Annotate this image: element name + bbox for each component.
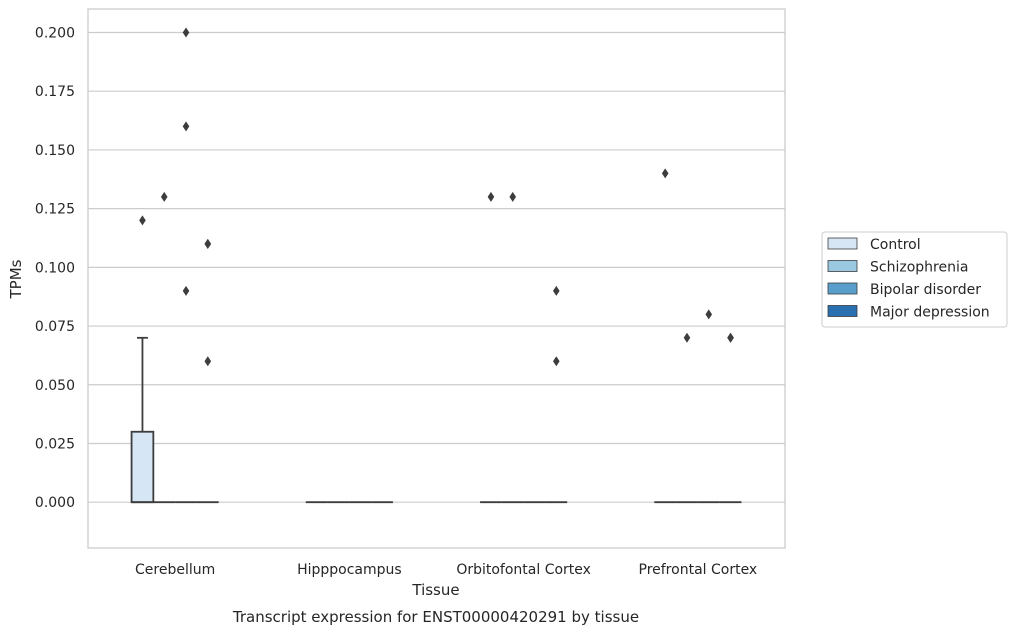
y-axis-title: TPMs — [7, 259, 25, 299]
x-tick-labels: Cerebellum Hipppocampus Orbitofontal Corte… — [135, 562, 757, 578]
outlier-point — [487, 191, 495, 202]
outlier-point — [182, 285, 190, 296]
outlier-point — [204, 356, 212, 367]
legend-entry: Control — [827, 237, 921, 253]
outlier-point — [552, 356, 560, 367]
y-tick-label: 0.025 — [35, 436, 75, 452]
outlier-point — [182, 121, 190, 132]
legend-swatch — [827, 305, 858, 317]
y-tick-label: 0.000 — [35, 495, 75, 511]
legend-swatch — [827, 260, 858, 272]
legend-frame — [821, 231, 1008, 328]
outlier-point — [139, 215, 146, 226]
outlier-point — [552, 285, 560, 296]
plot-frame — [87, 8, 786, 549]
x-tick-label: Prefrontal Cortex — [639, 562, 758, 578]
grid-lines — [88, 31, 785, 503]
y-tick-label: 0.100 — [35, 260, 75, 276]
y-tick-label: 0.075 — [35, 319, 75, 335]
x-tick-label: Hipppocampus — [297, 562, 402, 578]
box-body — [130, 430, 155, 504]
outlier-point — [705, 309, 713, 320]
legend-label: Schizophrenia — [870, 260, 968, 276]
legend-label: Major depression — [870, 305, 990, 321]
box-layer — [130, 336, 742, 504]
outlier-point — [727, 332, 734, 343]
y-tick-label: 0.050 — [35, 378, 75, 394]
outlier-point — [182, 27, 190, 38]
outlier-point — [160, 191, 168, 202]
x-axis-title: Tissue — [411, 581, 459, 599]
legend-entry: Bipolar disorder — [827, 282, 981, 298]
x-tick-label: Orbitofontal Cortex — [456, 562, 591, 578]
outlier-point — [204, 238, 212, 249]
legend-label: Bipolar disorder — [870, 282, 981, 298]
box-0-0 — [130, 336, 155, 504]
outlier-point — [683, 332, 691, 343]
outlier-point — [509, 191, 517, 202]
outlier-layer — [139, 27, 734, 367]
legend-entry: Schizophrenia — [827, 260, 968, 276]
x-tick-label: Cerebellum — [135, 562, 215, 578]
legend-label: Control — [870, 237, 921, 253]
y-tick-label: 0.150 — [35, 143, 75, 159]
outlier-point — [661, 168, 669, 179]
legend: Control Schizophrenia Bipolar disorder Majo… — [821, 231, 1008, 328]
y-tick-label: 0.125 — [35, 202, 75, 218]
legend-entry: Major depression — [827, 305, 990, 321]
legend-swatch — [827, 282, 858, 295]
legend-swatch — [827, 237, 858, 250]
chart-title: Transcript expression for ENST0000042029… — [232, 608, 639, 626]
y-tick-labels: 0.000 0.025 0.050 0.075 0.100 0.125 0.150 0.175… — [35, 25, 75, 511]
y-tick-label: 0.200 — [35, 25, 75, 41]
y-tick-label: 0.175 — [35, 84, 75, 100]
